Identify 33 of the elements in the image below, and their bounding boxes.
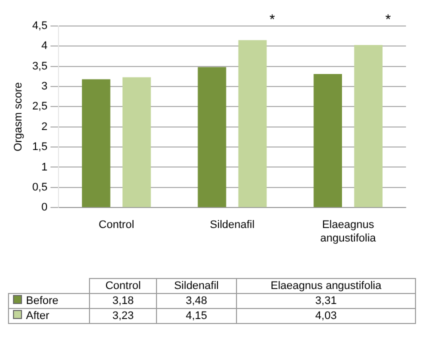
bar <box>198 67 226 208</box>
bar <box>314 74 342 208</box>
y-tick-label: 4,5 <box>32 20 48 32</box>
annotation: * <box>385 11 392 27</box>
y-tick-label: 1,5 <box>32 141 48 154</box>
data-label: 4,15 <box>156 308 237 324</box>
y-tick-label: 3,5 <box>32 60 48 72</box>
category-label: Control <box>105 280 141 292</box>
data-label: 3,48 <box>156 294 237 308</box>
y-tick-label: 3 <box>41 80 48 93</box>
legend-label: Before <box>8 294 90 308</box>
data-label: 4,03 <box>236 308 416 324</box>
x-tick-label: Control <box>98 219 134 232</box>
bar <box>238 40 267 208</box>
category-label: Elaeagnus angustifolia <box>270 280 382 292</box>
y-tick-label: 2 <box>41 120 48 133</box>
y-tick-label: 4 <box>41 40 48 52</box>
category-label: Sildenafil <box>174 280 219 292</box>
x-tick-label: Elaeagnus angustifolia <box>320 219 377 244</box>
data-label: 3,23 <box>90 308 156 324</box>
y-tick-label: 2,5 <box>32 100 48 113</box>
bar <box>122 77 151 208</box>
y-axis-title: Orgasm score <box>12 82 25 152</box>
y-tick-label: 1 <box>41 161 48 174</box>
annotation: * <box>270 11 276 27</box>
y-tick-label: 0 <box>41 202 48 214</box>
data-label: 3,31 <box>236 294 416 308</box>
bar <box>354 44 383 208</box>
bar <box>82 79 110 208</box>
data-label: 3,18 <box>90 294 156 308</box>
legend-label: After <box>8 308 90 324</box>
x-tick-label: Sildenafil <box>210 219 255 232</box>
y-tick-label: 0,5 <box>32 181 48 194</box>
